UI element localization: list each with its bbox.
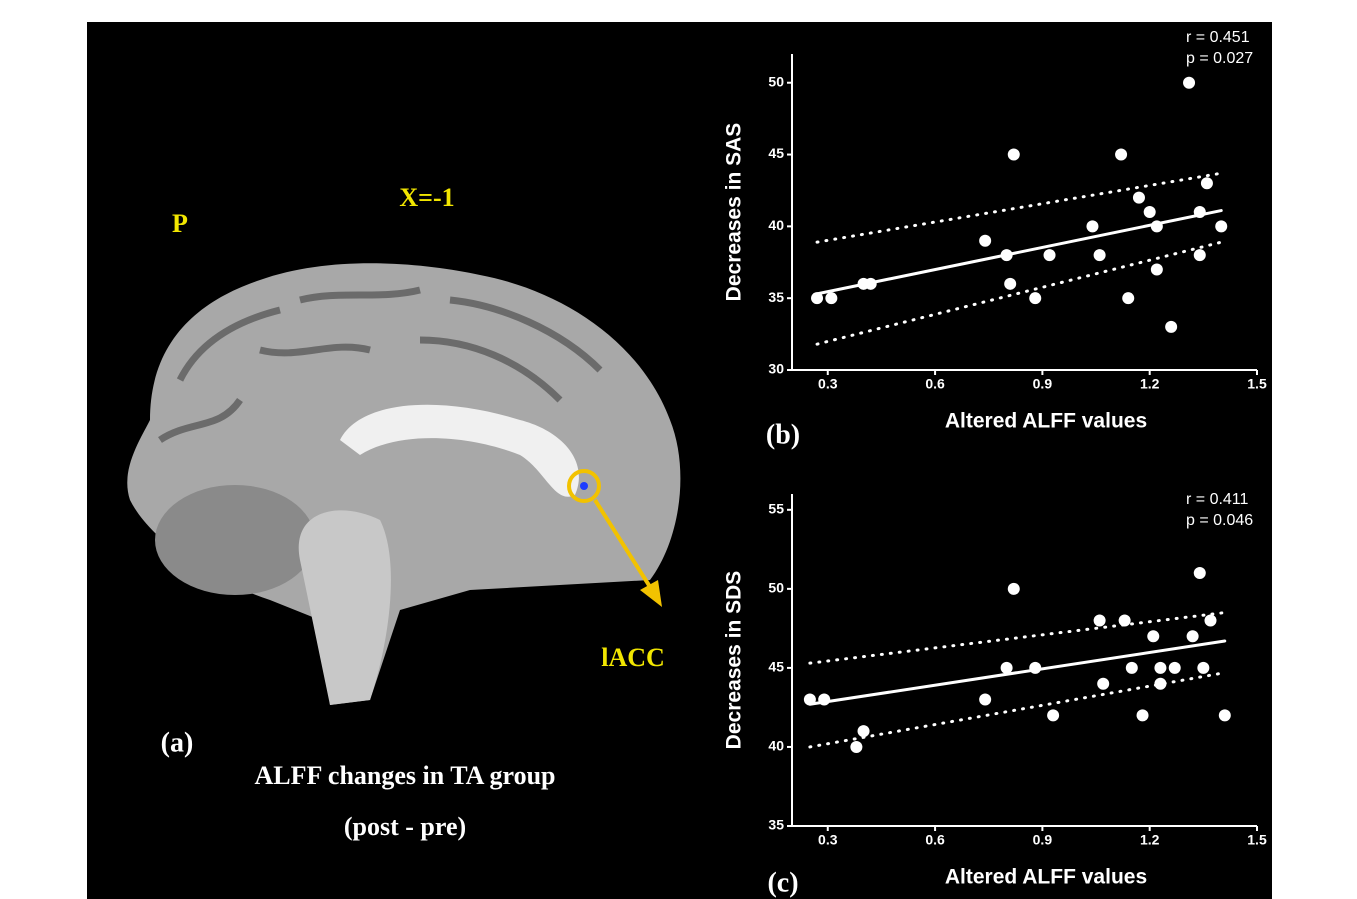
y-tick-label: 55	[768, 501, 784, 517]
x-tick-label: 1.5	[1247, 832, 1267, 848]
x-tick-label: 1.5	[1247, 376, 1267, 392]
data-point	[1119, 614, 1131, 626]
stat-annotation: p = 0.046	[1186, 512, 1253, 529]
data-point	[1097, 678, 1109, 690]
cerebellum	[155, 485, 315, 595]
y-tick-label: 35	[768, 817, 784, 833]
data-point	[825, 292, 837, 304]
data-point	[1115, 149, 1127, 161]
x-axis-title: Altered ALFF values	[945, 410, 1147, 433]
data-point	[818, 694, 830, 706]
x-tick-label: 0.3	[818, 832, 838, 848]
x-tick-label: 0.9	[1033, 832, 1053, 848]
data-point	[1154, 662, 1166, 674]
data-point	[1001, 249, 1013, 261]
y-axis-title: Decreases in SAS	[723, 123, 746, 302]
data-point	[1044, 249, 1056, 261]
caption: ALFF changes in TA group	[255, 761, 556, 790]
panel-label: (c)	[767, 867, 798, 898]
data-point	[1008, 149, 1020, 161]
data-point	[1086, 220, 1098, 232]
data-point	[1219, 709, 1231, 721]
data-point	[850, 741, 862, 753]
x-tick-label: 0.3	[818, 376, 838, 392]
figure: P X=-1 lACC (a) ALFF changes in TA group…	[0, 0, 1357, 899]
data-point	[804, 694, 816, 706]
data-point	[1133, 192, 1145, 204]
y-tick-label: 45	[768, 145, 784, 161]
x-tick-label: 1.2	[1140, 376, 1160, 392]
y-tick-label: 50	[768, 580, 784, 596]
data-point	[1201, 177, 1213, 189]
y-tick-label: 30	[768, 361, 784, 377]
roi-spot	[580, 482, 588, 490]
data-point	[1126, 662, 1138, 674]
data-point	[1144, 206, 1156, 218]
subcaption: (post - pre)	[344, 812, 466, 841]
data-point	[1151, 263, 1163, 275]
data-point	[1194, 567, 1206, 579]
data-point	[1194, 206, 1206, 218]
data-point	[1147, 630, 1159, 642]
data-point	[1165, 321, 1177, 333]
data-point	[979, 235, 991, 247]
data-point	[1151, 220, 1163, 232]
x-tick-label: 0.6	[925, 832, 945, 848]
data-point	[1205, 614, 1217, 626]
data-point	[1004, 278, 1016, 290]
data-point	[1029, 292, 1041, 304]
stat-annotation: r = 0.411	[1186, 491, 1249, 508]
y-axis-title: Decreases in SDS	[723, 571, 746, 750]
x-axis-title: Altered ALFF values	[945, 866, 1147, 889]
data-point	[1008, 583, 1020, 595]
data-point	[1137, 709, 1149, 721]
y-tick-label: 40	[768, 738, 784, 754]
data-point	[1029, 662, 1041, 674]
data-point	[1169, 662, 1181, 674]
panel-label: (a)	[161, 727, 194, 758]
x-tick-label: 0.9	[1033, 376, 1053, 392]
data-point	[1001, 662, 1013, 674]
y-tick-label: 50	[768, 73, 784, 89]
data-point	[1194, 249, 1206, 261]
data-point	[858, 725, 870, 737]
slice-label: X=-1	[399, 183, 454, 212]
data-point	[1047, 709, 1059, 721]
data-point	[1197, 662, 1209, 674]
y-tick-label: 35	[768, 289, 784, 305]
data-point	[979, 694, 991, 706]
x-tick-label: 0.6	[925, 376, 945, 392]
panel-label: (b)	[766, 419, 800, 450]
stat-annotation: p = 0.027	[1186, 50, 1253, 67]
data-point	[1187, 630, 1199, 642]
x-tick-label: 1.2	[1140, 832, 1160, 848]
data-point	[1154, 678, 1166, 690]
stat-annotation: r = 0.451	[1186, 29, 1250, 46]
data-point	[1183, 77, 1195, 89]
data-point	[811, 292, 823, 304]
data-point	[1122, 292, 1134, 304]
data-point	[1094, 614, 1106, 626]
data-point	[865, 278, 877, 290]
y-tick-label: 45	[768, 659, 784, 675]
region-label: lACC	[601, 643, 665, 672]
y-tick-label: 40	[768, 217, 784, 233]
data-point	[1215, 220, 1227, 232]
hemisphere-label: P	[172, 209, 188, 238]
data-point	[1094, 249, 1106, 261]
